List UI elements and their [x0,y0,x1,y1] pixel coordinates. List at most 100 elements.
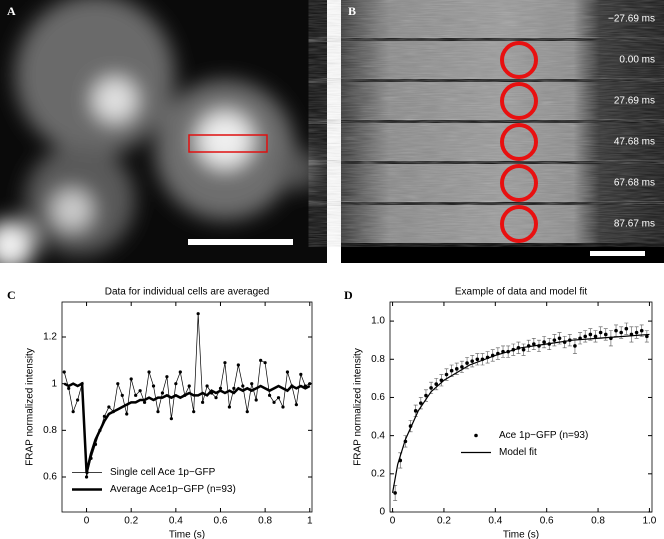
data-point [521,347,526,352]
data-point [169,417,173,421]
data-point [634,330,639,335]
data-point [460,365,464,369]
data-point [532,342,536,346]
x-axis-label: Time (s) [169,530,205,539]
data-point [259,358,263,362]
data-point [187,384,191,388]
data-point [413,409,418,413]
data-point [174,382,178,386]
data-point [227,405,232,409]
data-point [71,410,75,414]
data-point [76,398,80,402]
data-point [552,338,557,342]
x-tick-label: 1 [307,516,313,527]
legend-label: Single cell Ace 1p−GFP [110,467,216,478]
x-axis-label: Time (s) [503,530,539,539]
data-point [67,386,71,390]
data-point [393,491,397,495]
data-point [205,384,209,388]
data-point [588,332,593,337]
x-tick-label: 0.2 [437,516,451,527]
panel-label: D [344,288,353,302]
data-point [308,382,312,386]
data-point [603,332,608,337]
data-point [223,361,227,365]
legend-swatch [85,470,89,475]
data-point [165,375,169,379]
data-point [573,344,577,348]
data-point [236,363,240,367]
data-point [147,370,151,374]
data-point [454,367,459,371]
plot-frame [61,301,313,513]
data-point [138,389,142,393]
data-point [276,396,281,400]
data-point [263,361,267,365]
data-point [192,410,196,414]
panel-label: C [7,288,16,302]
data-point [156,410,160,414]
y-tick-label: 0.2 [371,468,385,479]
y-axis-label: FRAP normalized intensity [353,348,364,466]
data-point [598,330,603,335]
data-point [196,312,200,316]
y-axis-label: FRAP normalized intensity [25,348,36,466]
legend-label: Ace 1p−GFP (n=93) [499,430,588,441]
data-point [201,400,205,404]
timestamp: 27.69 ms [614,96,655,107]
plot-frame [389,301,653,513]
data-point [160,391,165,395]
legend-swatch [474,433,478,438]
series-line [391,333,650,494]
data-point [434,382,439,386]
y-tick-label: 0.6 [43,472,57,483]
data-point [272,400,276,404]
data-point [267,393,272,397]
legend-label: Model fit [499,447,537,458]
chart-title: Data for individual cells are averaged [105,287,270,298]
chart-title: Example of data and model fit [455,287,588,298]
y-tick-label: 0.8 [371,354,385,365]
data-point [142,400,147,404]
data-point [614,328,618,333]
y-tick-label: 0.4 [371,430,385,441]
timestamp: 47.68 ms [614,137,655,148]
data-point [593,334,598,339]
data-point [299,372,303,376]
data-point [619,330,623,335]
x-tick-label: 0.6 [214,516,228,527]
legend-label: Average Ace1p−GFP (n=93) [110,484,236,495]
data-point [84,475,89,479]
panel-a-image [0,0,327,263]
data-point [429,386,433,390]
data-point [465,361,469,365]
data-point [419,401,423,405]
data-point [129,377,133,381]
x-tick-label: 0.6 [540,516,554,527]
data-point [62,370,66,374]
data-point [294,403,298,407]
data-point [125,412,129,416]
y-tick-label: 1 [51,378,57,389]
data-point [241,384,245,388]
timestamp: −27.69 ms [608,14,655,25]
data-point [281,405,285,409]
data-point [232,386,236,390]
data-point [624,326,629,331]
timestamp: 0.00 ms [619,55,655,66]
data-point [134,393,138,397]
data-point [449,368,454,373]
x-tick-label: 0.4 [488,516,502,527]
data-point [424,393,428,398]
data-point [178,370,182,374]
data-point [557,336,562,341]
x-tick-label: 0.2 [124,516,138,527]
data-point [470,359,474,363]
y-tick-label: 1.0 [371,316,385,327]
data-point [107,405,111,409]
bleach-circles [500,41,538,243]
data-point [218,386,223,390]
y-tick-label: 1.2 [43,332,57,343]
data-point [254,398,258,402]
data-point [245,410,249,414]
